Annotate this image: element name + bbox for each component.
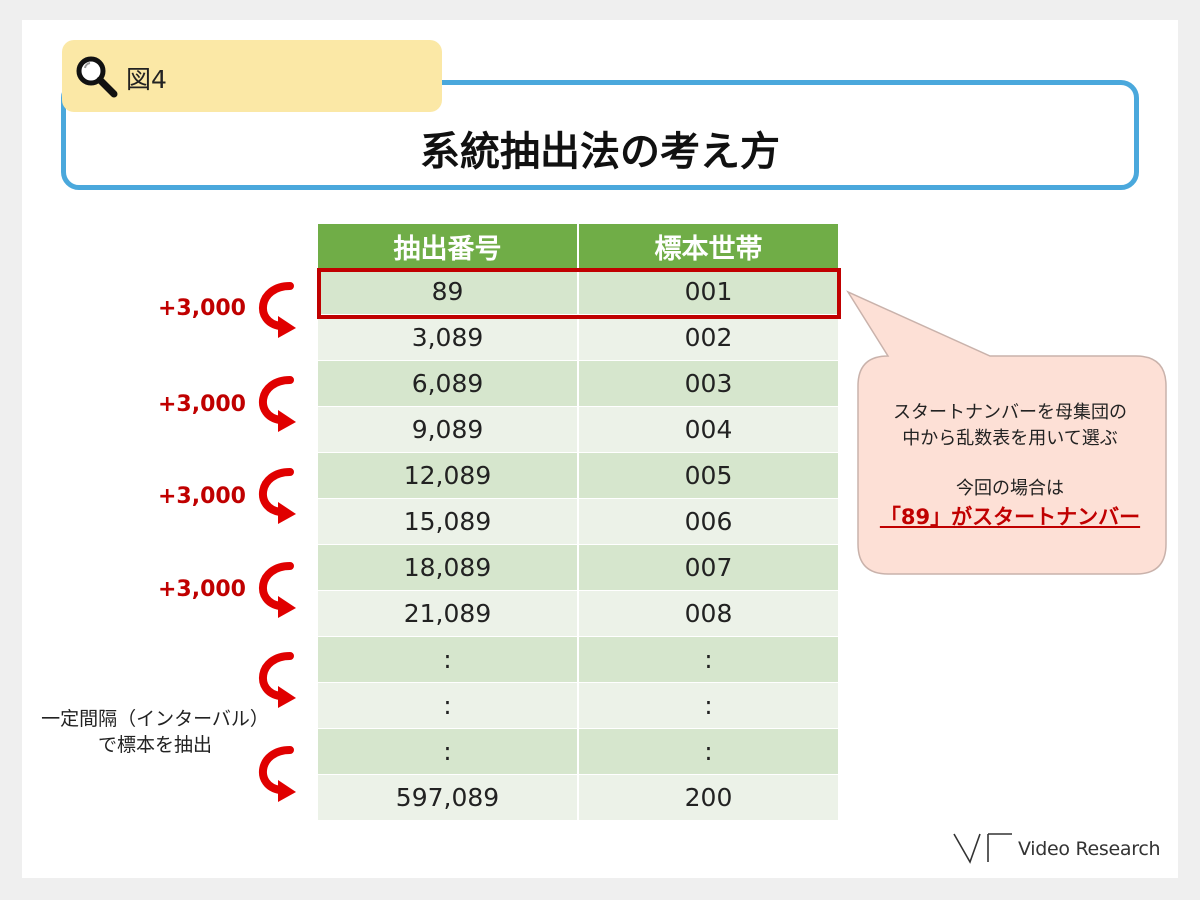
table-row: 89 001 <box>318 268 838 315</box>
figure-label: 図4 <box>126 65 167 94</box>
step-label: +3,000 <box>157 577 246 602</box>
cell-extraction-number: 21,089 <box>318 590 579 637</box>
cell-sample-household: 006 <box>578 498 838 545</box>
cell-extraction-number: : <box>318 728 579 775</box>
interval-note-line: で標本を抽出 <box>97 734 212 756</box>
cell-sample-household: 001 <box>578 268 838 315</box>
cell-sample-household: 007 <box>578 544 838 591</box>
cell-extraction-number: 3,089 <box>318 314 579 361</box>
cell-sample-household: 004 <box>578 406 838 453</box>
page-title: 系統抽出法の考え方 <box>420 129 780 175</box>
cell-extraction-number: : <box>318 636 579 683</box>
logo-text: Video Research <box>1018 838 1161 860</box>
table-row: 597,089 200 <box>318 774 838 820</box>
cell-extraction-number: 15,089 <box>318 498 579 545</box>
cell-sample-household: 003 <box>578 360 838 407</box>
cell-extraction-number: 597,089 <box>318 774 579 820</box>
cell-extraction-number: 89 <box>318 268 579 315</box>
step-label: +3,000 <box>157 484 246 509</box>
curved-arrow-icon <box>259 468 296 524</box>
video-research-logo: Video Research <box>952 830 1172 866</box>
cell-sample-household: : <box>578 682 838 729</box>
cell-extraction-number: : <box>318 682 579 729</box>
callout-line: 中から乱数表を用いて選ぶ <box>902 428 1118 449</box>
cell-sample-household: 002 <box>578 314 838 361</box>
callout-line: 今回の場合は <box>956 478 1064 499</box>
cell-extraction-number: 18,089 <box>318 544 579 591</box>
cell-sample-household: 008 <box>578 590 838 637</box>
table-row: :: <box>318 636 838 683</box>
callout-emphasis: 「89」がスタートナンバー <box>879 505 1141 529</box>
cell-sample-household: : <box>578 728 838 775</box>
table-row: 21,089 008 <box>318 590 838 637</box>
table-row: 3,089 002 <box>318 314 838 361</box>
callout-text: スタートナンバーを母集団の 中から乱数表を用いて選ぶ 今回の場合は 「89」がス… <box>860 400 1160 532</box>
curved-arrow-icon <box>259 652 296 708</box>
header-sample-household: 標本世帯 <box>578 224 838 269</box>
interval-note-line: 一定間隔（インターバル） <box>41 708 269 730</box>
table-header-row: 抽出番号 標本世帯 <box>318 224 838 269</box>
step-label: +3,000 <box>157 392 246 417</box>
cell-sample-household: 200 <box>578 774 838 820</box>
step-label: +3,000 <box>157 296 246 321</box>
table-row: 18,089 007 <box>318 544 838 591</box>
interval-note: 一定間隔（インターバル） で標本を抽出 <box>30 706 280 758</box>
cell-sample-household: : <box>578 636 838 683</box>
sampling-table: 抽出番号 標本世帯 89 001 3,089 002 6,089 003 9,089 0… <box>318 224 838 820</box>
table-row: :: <box>318 728 838 775</box>
curved-arrow-icon <box>259 746 296 802</box>
table-row: 12,089 005 <box>318 452 838 499</box>
table-row: 6,089 003 <box>318 360 838 407</box>
cell-extraction-number: 12,089 <box>318 452 579 499</box>
curved-arrow-icon <box>259 282 296 338</box>
logo-mark-icon <box>953 833 1012 864</box>
header-extraction-number: 抽出番号 <box>318 224 579 269</box>
cell-extraction-number: 9,089 <box>318 406 579 453</box>
callout-line: スタートナンバーを母集団の <box>893 402 1127 423</box>
start-number-highlight <box>317 268 841 319</box>
magnifier-icon <box>76 56 118 98</box>
figure-tag: 図4 <box>62 40 442 112</box>
table-row: 9,089 004 <box>318 406 838 453</box>
table-row: :: <box>318 682 838 729</box>
cell-extraction-number: 6,089 <box>318 360 579 407</box>
cell-sample-household: 005 <box>578 452 838 499</box>
table-row: 15,089 006 <box>318 498 838 545</box>
curved-arrow-icon <box>259 376 296 432</box>
curved-arrow-icon <box>259 562 296 618</box>
